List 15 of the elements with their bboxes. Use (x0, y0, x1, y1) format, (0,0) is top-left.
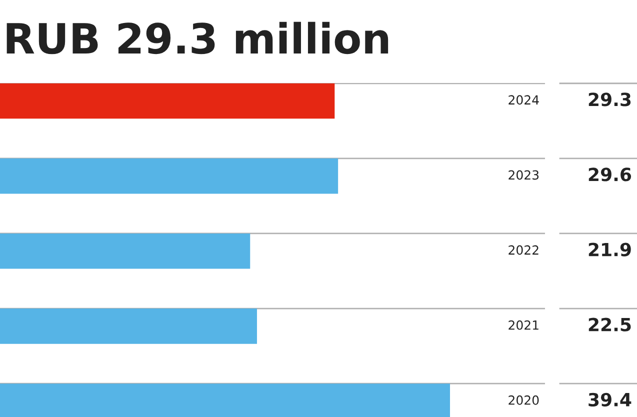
data-label: 22.5 (588, 318, 631, 332)
bar (0, 308, 257, 344)
y-tick-label: 2021 (508, 320, 538, 330)
data-label: 29.3 (588, 92, 631, 106)
bar (0, 83, 335, 119)
bar (0, 158, 338, 194)
y-tick-label: 2023 (508, 170, 539, 180)
data-label: 39.4 (588, 392, 632, 406)
bar (0, 233, 250, 269)
y-tick-label: 2022 (508, 245, 538, 255)
chart-title: RUB 29.3 million (6, 22, 388, 54)
y-tick-label: 2024 (508, 95, 539, 105)
data-label: 21.9 (588, 242, 631, 256)
data-label: 29.6 (588, 168, 632, 182)
y-tick-label: 2020 (508, 395, 539, 405)
